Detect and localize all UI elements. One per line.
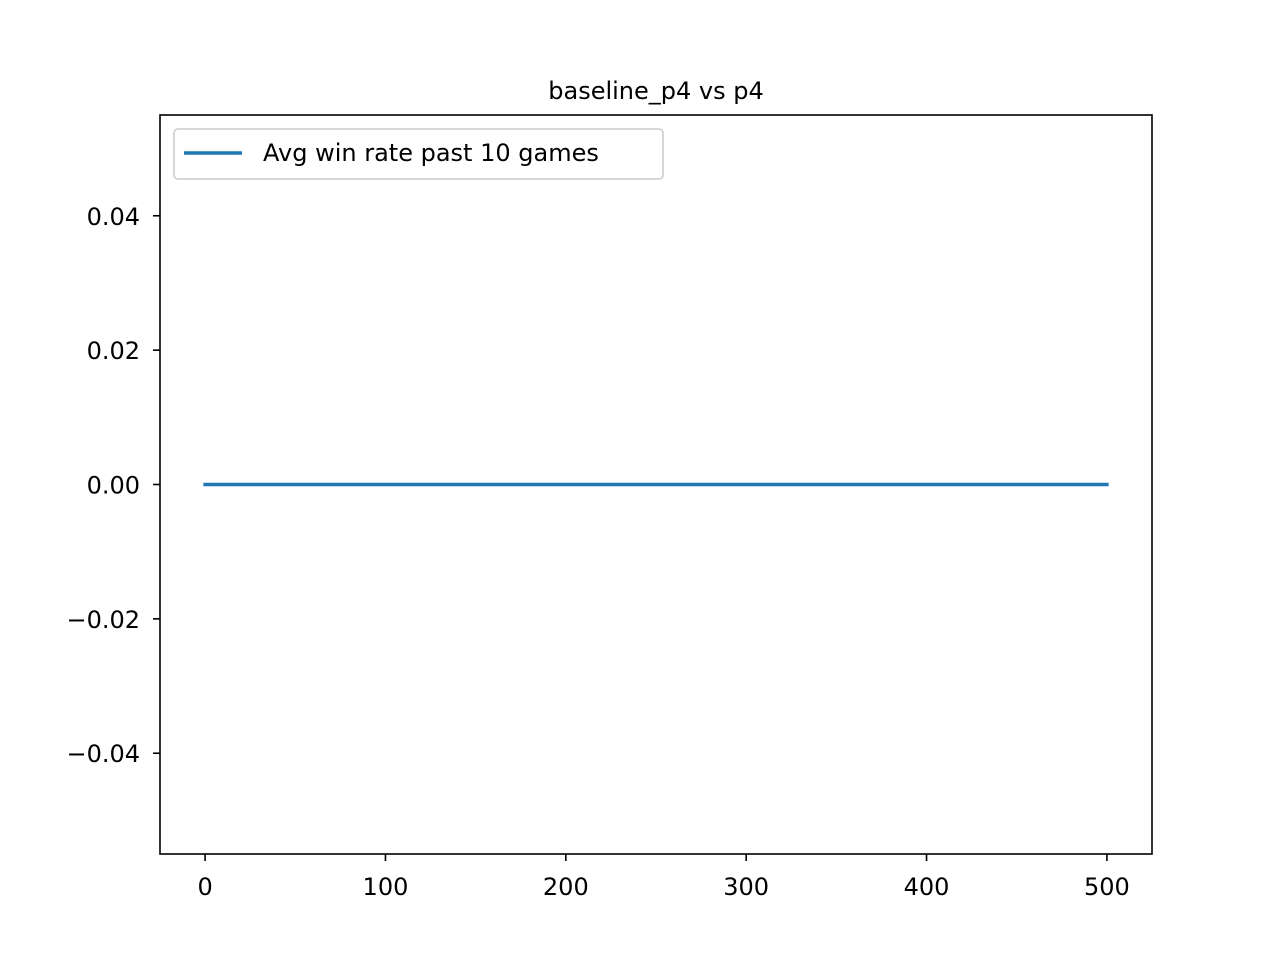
y-axis-ticks: −0.04 −0.02 0.00 0.02 0.04 xyxy=(66,203,160,768)
legend: Avg win rate past 10 games xyxy=(173,128,664,180)
x-tick-label: 0 xyxy=(197,873,212,901)
x-axis-ticks: 0 100 200 300 400 500 xyxy=(197,854,1130,901)
y-tick-label: −0.04 xyxy=(66,740,140,768)
x-tick-label: 500 xyxy=(1084,873,1130,901)
x-tick-label: 400 xyxy=(904,873,950,901)
legend-label: Avg win rate past 10 games xyxy=(263,139,599,167)
x-tick-label: 200 xyxy=(543,873,589,901)
x-tick-label: 100 xyxy=(363,873,409,901)
y-tick-label: 0.00 xyxy=(87,472,140,500)
x-tick-label: 300 xyxy=(723,873,769,901)
y-tick-label: 0.04 xyxy=(87,203,140,231)
plot-frame xyxy=(159,114,1153,855)
y-tick-label: −0.02 xyxy=(66,606,140,634)
y-tick-label: 0.02 xyxy=(87,337,140,365)
legend-box xyxy=(173,128,664,180)
chart-title: baseline_p4 vs p4 xyxy=(548,77,764,105)
